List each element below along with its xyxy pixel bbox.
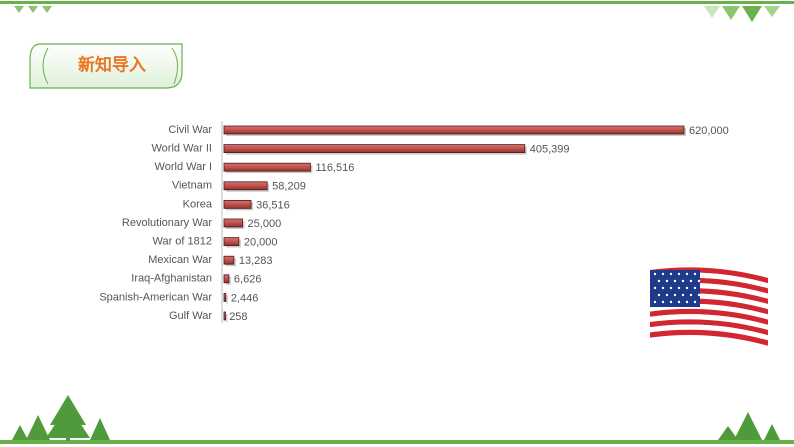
flag-star (681, 279, 685, 283)
flag-star (689, 293, 693, 297)
category-label: Spanish-American War (99, 291, 212, 303)
category-label: Iraq-Afghanistan (131, 273, 212, 285)
value-label: 405,399 (530, 144, 570, 156)
category-label: Revolutionary War (122, 217, 212, 229)
flag-star (685, 272, 689, 276)
bar-shadow (226, 314, 228, 322)
flag-star (665, 279, 669, 283)
bar (223, 255, 235, 265)
flag-star (673, 279, 677, 283)
flag-star (661, 272, 665, 276)
bar (223, 125, 685, 135)
flag-star (693, 300, 697, 304)
flag-star (677, 272, 681, 276)
category-label: Gulf War (169, 310, 212, 322)
trees-right (718, 412, 780, 440)
top-rule (0, 1, 794, 4)
flag-star (661, 286, 665, 290)
flag-star (669, 272, 673, 276)
category-label: World War II (151, 143, 212, 155)
trees-left (12, 395, 110, 441)
bottom-rule (0, 440, 794, 444)
bar (223, 292, 227, 302)
flag-star (677, 286, 681, 290)
value-label: 2,446 (231, 292, 259, 304)
bar (223, 274, 230, 284)
flag-star (673, 293, 677, 297)
flag-star (689, 279, 693, 283)
value-label: 20,000 (244, 237, 278, 249)
header-title: 新知导入 (78, 54, 146, 74)
bar (223, 199, 252, 209)
category-label: Civil War (168, 124, 212, 136)
plot: Civil War 620,000 World War II 405,399 World… (99, 124, 728, 323)
top-right-ornament (704, 6, 780, 22)
bar (223, 237, 240, 247)
bar (223, 144, 526, 154)
flag-star (693, 286, 697, 290)
top-left-ornament (14, 6, 52, 13)
flag-stripe (650, 329, 768, 346)
flag-star (653, 272, 657, 276)
flag-star (693, 272, 697, 276)
flag-star (661, 300, 665, 304)
flag-star (665, 293, 669, 297)
bar-shadow (226, 295, 228, 304)
flag-star (669, 300, 673, 304)
flag-star (677, 300, 681, 304)
bar (223, 218, 243, 228)
flag-stripe (650, 324, 768, 341)
category-label: Mexican War (148, 254, 212, 266)
flag-stripe (650, 303, 768, 320)
value-label: 25,000 (248, 218, 282, 230)
value-label: 6,626 (234, 274, 262, 286)
flag-star (657, 293, 661, 297)
flag-star (697, 293, 701, 297)
flag-star (657, 279, 661, 283)
flag-star (653, 286, 657, 290)
bar (223, 311, 226, 321)
flag-star (669, 286, 673, 290)
flag-star (685, 286, 689, 290)
category-label: War of 1812 (152, 236, 212, 248)
flag-stripe (650, 319, 768, 336)
bar (223, 181, 268, 191)
category-label: Vietnam (172, 180, 212, 192)
value-label: 258 (229, 311, 247, 323)
header-accent (171, 47, 178, 85)
header-accent (42, 47, 49, 85)
flag-star (697, 279, 701, 283)
value-label: 58,209 (272, 181, 306, 193)
flag-star (653, 300, 657, 304)
value-label: 116,516 (315, 162, 354, 174)
category-label: World War I (155, 161, 212, 173)
flag-stripe (650, 308, 768, 325)
flag-stripe (650, 314, 768, 331)
header-box (29, 43, 183, 89)
flag-star (685, 300, 689, 304)
value-label: 620,000 (689, 125, 729, 137)
bar (223, 162, 311, 172)
value-label: 13,283 (239, 255, 273, 267)
value-label: 36,516 (256, 199, 290, 211)
category-label: Korea (183, 198, 213, 210)
us-flag (650, 267, 768, 346)
flag-star (681, 293, 685, 297)
